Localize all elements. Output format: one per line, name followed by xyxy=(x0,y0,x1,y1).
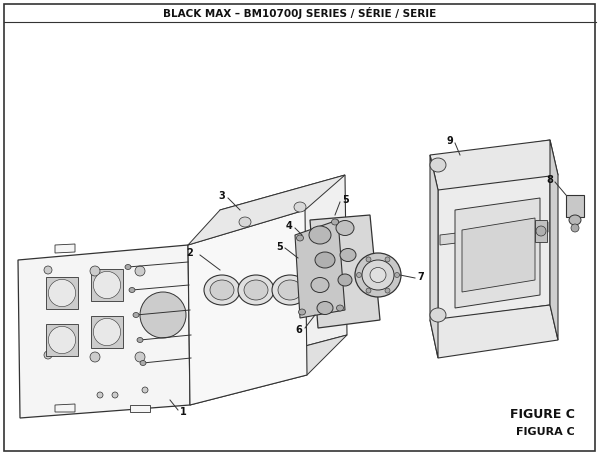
Ellipse shape xyxy=(536,226,546,236)
Ellipse shape xyxy=(94,318,121,346)
Polygon shape xyxy=(295,220,345,318)
Text: 8: 8 xyxy=(546,175,553,185)
Ellipse shape xyxy=(311,278,329,293)
Polygon shape xyxy=(310,215,380,328)
Ellipse shape xyxy=(385,288,390,293)
Bar xyxy=(91,269,123,301)
Text: 3: 3 xyxy=(218,191,225,201)
Polygon shape xyxy=(430,140,558,190)
Bar xyxy=(46,277,78,309)
Ellipse shape xyxy=(337,305,343,311)
Bar xyxy=(566,195,584,217)
Ellipse shape xyxy=(362,260,394,290)
Text: BLACK MAX – BM10700J SERIES / SÉRIE / SERIE: BLACK MAX – BM10700J SERIES / SÉRIE / SE… xyxy=(163,7,437,19)
Text: 6: 6 xyxy=(295,325,302,335)
Ellipse shape xyxy=(356,273,361,278)
Ellipse shape xyxy=(294,202,306,212)
Ellipse shape xyxy=(49,326,76,354)
Text: FIGURE C: FIGURE C xyxy=(510,409,575,421)
Ellipse shape xyxy=(135,352,145,362)
Ellipse shape xyxy=(338,274,352,286)
Ellipse shape xyxy=(278,280,302,300)
Polygon shape xyxy=(440,222,548,245)
Bar xyxy=(46,324,78,356)
Polygon shape xyxy=(220,175,347,368)
Ellipse shape xyxy=(210,280,234,300)
Ellipse shape xyxy=(44,266,52,274)
Polygon shape xyxy=(55,404,75,412)
Ellipse shape xyxy=(44,351,52,359)
Ellipse shape xyxy=(204,275,240,305)
Ellipse shape xyxy=(395,273,400,278)
Ellipse shape xyxy=(315,252,335,268)
Ellipse shape xyxy=(430,308,446,322)
Ellipse shape xyxy=(94,271,121,298)
Polygon shape xyxy=(188,210,307,405)
Text: 7: 7 xyxy=(417,272,424,282)
Ellipse shape xyxy=(430,158,446,172)
Polygon shape xyxy=(18,245,190,418)
Text: 9: 9 xyxy=(446,136,453,146)
Ellipse shape xyxy=(90,266,100,276)
Ellipse shape xyxy=(317,302,333,314)
Ellipse shape xyxy=(137,338,143,343)
Ellipse shape xyxy=(272,275,308,305)
Ellipse shape xyxy=(140,292,186,338)
Ellipse shape xyxy=(370,268,386,283)
Bar xyxy=(535,220,547,242)
Ellipse shape xyxy=(366,257,371,262)
Polygon shape xyxy=(190,335,347,405)
Text: 4: 4 xyxy=(285,221,292,231)
Ellipse shape xyxy=(571,224,579,232)
Polygon shape xyxy=(188,175,345,245)
Ellipse shape xyxy=(142,387,148,393)
Ellipse shape xyxy=(355,253,401,297)
Ellipse shape xyxy=(239,217,251,227)
Text: 5: 5 xyxy=(342,195,349,205)
Ellipse shape xyxy=(90,352,100,362)
Ellipse shape xyxy=(309,226,331,244)
Text: FIGURA C: FIGURA C xyxy=(516,427,575,437)
Text: 2: 2 xyxy=(186,248,193,258)
Polygon shape xyxy=(438,140,550,320)
Text: 5: 5 xyxy=(276,242,283,252)
Ellipse shape xyxy=(129,288,135,293)
Ellipse shape xyxy=(340,248,356,262)
Ellipse shape xyxy=(140,360,146,365)
Polygon shape xyxy=(550,140,558,340)
Ellipse shape xyxy=(97,392,103,398)
Polygon shape xyxy=(462,218,535,292)
Ellipse shape xyxy=(133,313,139,318)
Ellipse shape xyxy=(299,309,305,315)
Polygon shape xyxy=(430,155,438,358)
Ellipse shape xyxy=(244,280,268,300)
Polygon shape xyxy=(55,244,75,253)
Ellipse shape xyxy=(366,288,371,293)
Ellipse shape xyxy=(135,266,145,276)
Ellipse shape xyxy=(296,235,304,241)
Ellipse shape xyxy=(238,275,274,305)
Bar xyxy=(91,316,123,348)
Polygon shape xyxy=(455,198,540,308)
Ellipse shape xyxy=(49,279,76,307)
Ellipse shape xyxy=(336,221,354,236)
Ellipse shape xyxy=(385,257,390,262)
Polygon shape xyxy=(430,305,558,358)
Ellipse shape xyxy=(331,219,338,225)
Ellipse shape xyxy=(125,264,131,269)
Text: 1: 1 xyxy=(180,407,187,417)
Ellipse shape xyxy=(112,392,118,398)
Ellipse shape xyxy=(569,215,581,225)
Polygon shape xyxy=(130,405,150,412)
